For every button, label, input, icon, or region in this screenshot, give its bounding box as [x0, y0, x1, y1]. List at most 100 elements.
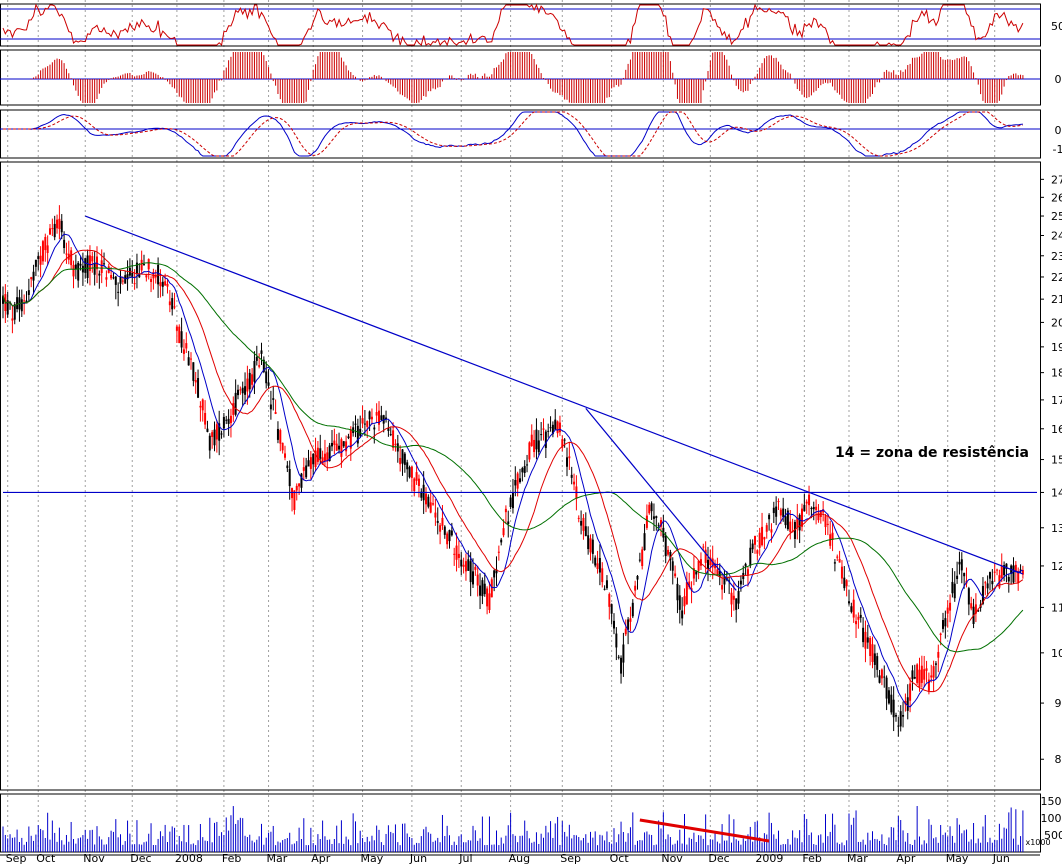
candle-up [873, 653, 876, 665]
candle-up [37, 256, 40, 259]
candle-down [777, 501, 780, 503]
oscillator-tick-label: 0 [1055, 124, 1062, 137]
candle-down [634, 585, 637, 591]
candle-down [274, 412, 277, 414]
candle-down [685, 582, 688, 605]
candle-down [904, 700, 907, 705]
candle-down [573, 481, 576, 485]
candle-down [932, 666, 935, 678]
candle-up [218, 423, 221, 441]
candle-up [124, 275, 127, 284]
candle-up [27, 290, 30, 295]
candle-down [453, 553, 456, 555]
candle-up [248, 372, 251, 390]
candle-down [229, 415, 232, 424]
candle-down [258, 365, 261, 367]
candle-down [96, 256, 98, 270]
candle-up [507, 521, 510, 525]
candle-down [215, 424, 218, 440]
downtrend-line [85, 215, 1024, 575]
candle-down [909, 683, 912, 701]
candle-up [483, 583, 486, 595]
candle-down [486, 588, 489, 607]
candle-down [641, 549, 644, 567]
candle-down [542, 428, 545, 430]
volume-tick-label: 15000 [1041, 795, 1062, 808]
candle-up [227, 418, 230, 424]
candle-down [140, 259, 143, 271]
candle-down [326, 452, 329, 462]
candle-down [648, 504, 651, 514]
rsi-tick-label: 50 [1051, 20, 1062, 33]
candle-down [474, 566, 477, 570]
candle-up [265, 371, 268, 384]
candle-up [991, 580, 994, 585]
candle-up [253, 360, 256, 382]
candle-up [241, 387, 244, 394]
candle-down [335, 443, 338, 451]
candle-down [930, 675, 933, 678]
macd-histogram-panel [0, 52, 1040, 103]
candle-down [72, 265, 75, 277]
candle-down [490, 579, 493, 598]
candle-down [716, 569, 719, 575]
candle-up [356, 425, 359, 444]
month-label: Mar [267, 852, 288, 865]
candle-up [84, 258, 87, 273]
candle-up [707, 559, 709, 569]
candle-down [178, 326, 181, 344]
candle-down [746, 569, 749, 575]
candle-down [232, 403, 235, 415]
candle-down [645, 515, 648, 528]
candle-up [951, 581, 954, 594]
candle-down [711, 558, 714, 568]
candle-down [765, 525, 768, 532]
candle-up [737, 590, 740, 604]
price-tick-label: 25 [1051, 210, 1062, 223]
candle-up [843, 577, 846, 589]
candle-down [175, 326, 178, 331]
candle-down [121, 280, 124, 282]
candle-down [937, 651, 940, 658]
moving-average-slow [2, 262, 1024, 653]
candle-up [967, 588, 970, 605]
candle-up [1003, 565, 1006, 576]
candle-up [171, 298, 174, 310]
candle-down [533, 439, 536, 452]
candle-up [956, 575, 959, 580]
candle-up [899, 711, 902, 727]
candle-up [93, 263, 96, 275]
month-label: May [361, 852, 384, 865]
candle-up [63, 239, 66, 249]
candle-down [817, 512, 820, 521]
candle-up [114, 276, 117, 285]
candle-up [544, 431, 547, 448]
candle-up [307, 460, 310, 467]
candle-down [923, 669, 926, 680]
candle-down [446, 533, 449, 545]
candle-up [723, 575, 726, 585]
candle-down [399, 457, 402, 465]
price-tick-label: 26 [1051, 191, 1062, 204]
candle-up [986, 583, 989, 589]
candle-up [13, 304, 16, 320]
candle-down [65, 253, 68, 255]
candle-down [845, 580, 848, 587]
candle-down [504, 508, 507, 513]
candle-down [770, 529, 773, 533]
candle-up [627, 619, 630, 630]
month-label: Dec [130, 852, 151, 865]
candle-up [897, 725, 900, 727]
candle-down [819, 510, 822, 518]
candle-up [890, 694, 893, 713]
candle-up [380, 415, 383, 420]
candle-down [173, 306, 176, 308]
candle-down [345, 441, 348, 452]
candle-up [225, 419, 228, 421]
candle-up [16, 297, 19, 310]
candle-up [876, 656, 879, 670]
candle-down [49, 228, 51, 235]
candle-down [838, 558, 841, 563]
candle-up [74, 264, 77, 270]
candle-up [554, 419, 557, 430]
